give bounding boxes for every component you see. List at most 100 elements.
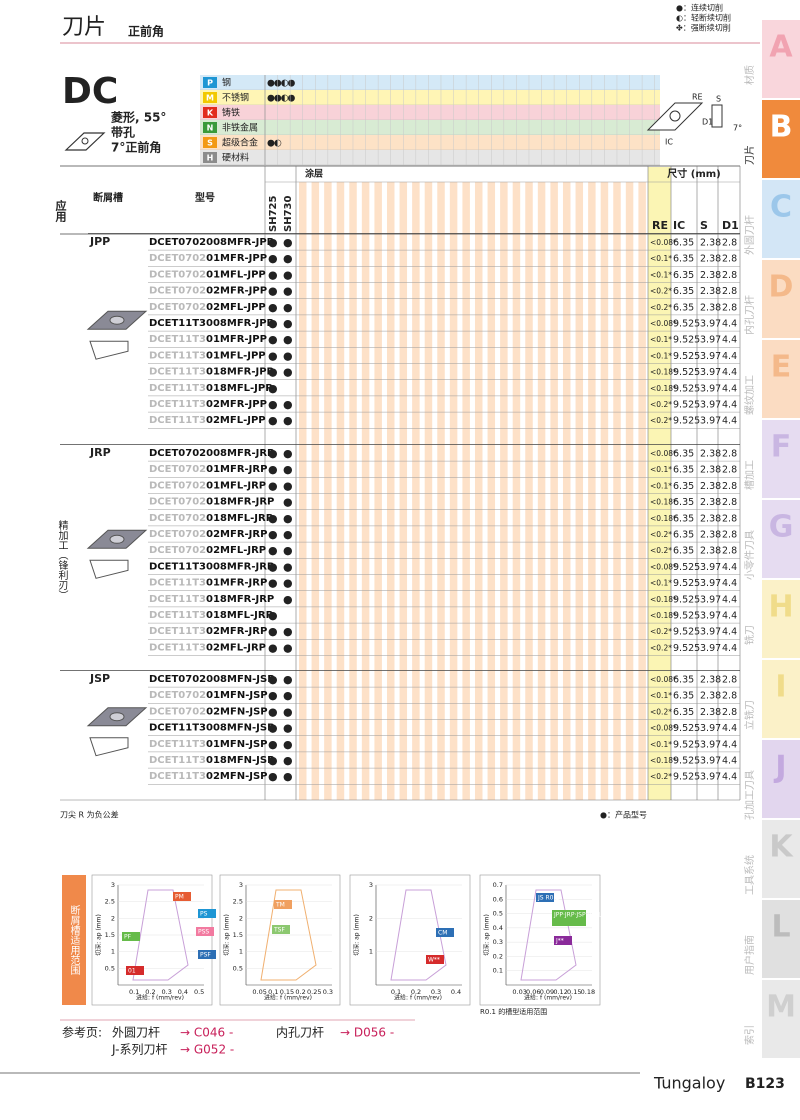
- model-part: 01MFL-JRP: [206, 480, 266, 491]
- x-tick: 0.3: [323, 988, 333, 996]
- stripe: [374, 182, 382, 800]
- grade-mark: ●: [268, 544, 278, 557]
- model-part: DCET11T3: [149, 415, 206, 426]
- dimension: 9.525: [673, 416, 700, 427]
- grade-mark: ●: [283, 349, 293, 362]
- model-part: DCET11T3: [149, 594, 206, 605]
- dimension: 2.8: [722, 497, 737, 508]
- y-tick: 2: [239, 914, 243, 922]
- charts-tab: [62, 875, 86, 1005]
- material-letter: N: [207, 124, 214, 133]
- dimension: <0.2*: [650, 287, 672, 296]
- region-label: CM: [438, 930, 447, 937]
- legend-item: ●：连续切削: [676, 3, 723, 13]
- charts-title: 断屑槽适用范围: [68, 904, 80, 976]
- stripe: [361, 182, 370, 800]
- header-model: 型号: [195, 191, 215, 204]
- dimension: 9.525: [673, 319, 700, 330]
- grade-mark: ●: [283, 705, 293, 718]
- dimension: 9.525: [673, 351, 700, 362]
- tab-letter: H: [768, 590, 793, 625]
- dimension: 2.8: [722, 691, 737, 702]
- model-part: 018MFL-JRP: [206, 513, 273, 524]
- model-part: 018MFL-JRP: [206, 610, 273, 621]
- model-part: 018MFR-JRP: [206, 594, 274, 605]
- tab-label: 工具系统: [743, 855, 756, 895]
- model-part: DCET11T3: [149, 350, 206, 361]
- grade-mark: ●: [268, 738, 278, 751]
- dimension: <0.18*: [650, 368, 677, 377]
- grade-mark: ●: [283, 689, 293, 702]
- tab-letter: J: [773, 750, 786, 785]
- dimension: 4.4: [722, 772, 737, 783]
- material-letter: P: [207, 79, 213, 88]
- tab-letter: I: [775, 670, 786, 705]
- ref-page[interactable]: → G052 -: [180, 1043, 234, 1057]
- stripe: [613, 182, 621, 800]
- region: [260, 889, 317, 981]
- dimension: 6.35: [673, 513, 694, 524]
- page-number: B123: [745, 1076, 785, 1092]
- header-chipbreaker: 断屑槽: [93, 191, 123, 204]
- model: DCET070202MFR-JRP: [149, 529, 267, 540]
- x-tick: 0.12: [553, 988, 567, 996]
- dimension: <0.1*: [650, 691, 672, 700]
- dimension: <0.2*: [650, 707, 672, 716]
- material-badge: [203, 137, 217, 148]
- side-tab: [762, 740, 800, 818]
- dimension: 6.35: [673, 546, 694, 557]
- side-tab: [762, 260, 800, 338]
- dimension: 6.35: [673, 497, 694, 508]
- grade-mark: ●: [283, 463, 293, 476]
- grade-mark: ●: [268, 268, 278, 281]
- model: DCET070202MFL-JPP: [149, 302, 266, 313]
- dimension: 2.38: [700, 530, 721, 541]
- stripe: [487, 182, 496, 800]
- dimension: 4.4: [722, 594, 737, 605]
- dimension: 3.97: [700, 643, 721, 654]
- x-tick: 0.03: [512, 988, 526, 996]
- tab-label: 螺纹加工: [743, 375, 756, 415]
- grade-mark: ●: [283, 770, 293, 783]
- diagram-hole: [669, 110, 681, 122]
- dimension: 9.525: [673, 383, 700, 394]
- side-tab: [762, 180, 800, 258]
- material-name: 硬材料: [222, 152, 249, 164]
- grade-mark: ●: [283, 236, 293, 249]
- legend-item: ◐：轻断续切削: [676, 13, 731, 23]
- y-tick: 1.5: [233, 931, 243, 939]
- ref-page[interactable]: → D056 -: [340, 1026, 394, 1040]
- dimension: 3.97: [700, 723, 721, 734]
- stripe: [575, 182, 584, 800]
- model-part: 01MFL-JPP: [206, 350, 266, 361]
- side-tab: [762, 980, 800, 1058]
- grade-mark: ●: [268, 528, 278, 541]
- y-tick: 0.6: [493, 895, 503, 903]
- y-tick: 2: [369, 914, 373, 922]
- insert-hole: [81, 137, 89, 145]
- ref-page[interactable]: → C046 -: [180, 1026, 233, 1040]
- stripe: [525, 182, 533, 800]
- chart-box: [349, 874, 471, 1006]
- model: DCET11T302MFL-JPP: [149, 415, 266, 426]
- dimension: 2.38: [700, 481, 721, 492]
- dimension: 9.525: [673, 594, 700, 605]
- model-part: 01MFR-JRP: [206, 578, 267, 589]
- x-axis-label: 进给: f (mm/rev): [136, 994, 184, 1002]
- stripe: [449, 182, 458, 800]
- insert-icon: [64, 132, 106, 151]
- header-dim: D1: [722, 219, 739, 232]
- tab-letter: L: [771, 910, 790, 945]
- model-part: 01MFN-JSP: [206, 739, 267, 750]
- x-tick: 0.15: [280, 988, 294, 996]
- diagram-label: S: [716, 95, 721, 104]
- header-application: 应用: [54, 199, 67, 223]
- model-part: 01MFR-JRP: [206, 464, 267, 475]
- x-axis-label: 进给: f (mm/rev): [264, 994, 312, 1002]
- region-label-box: [536, 893, 554, 902]
- application: 精加工（锋利刃）: [56, 519, 68, 600]
- dimension: <0.2*: [650, 530, 672, 539]
- stripe: [311, 182, 320, 800]
- dimension: <0.2*: [650, 303, 672, 312]
- brand: Tungaloy: [653, 1074, 725, 1093]
